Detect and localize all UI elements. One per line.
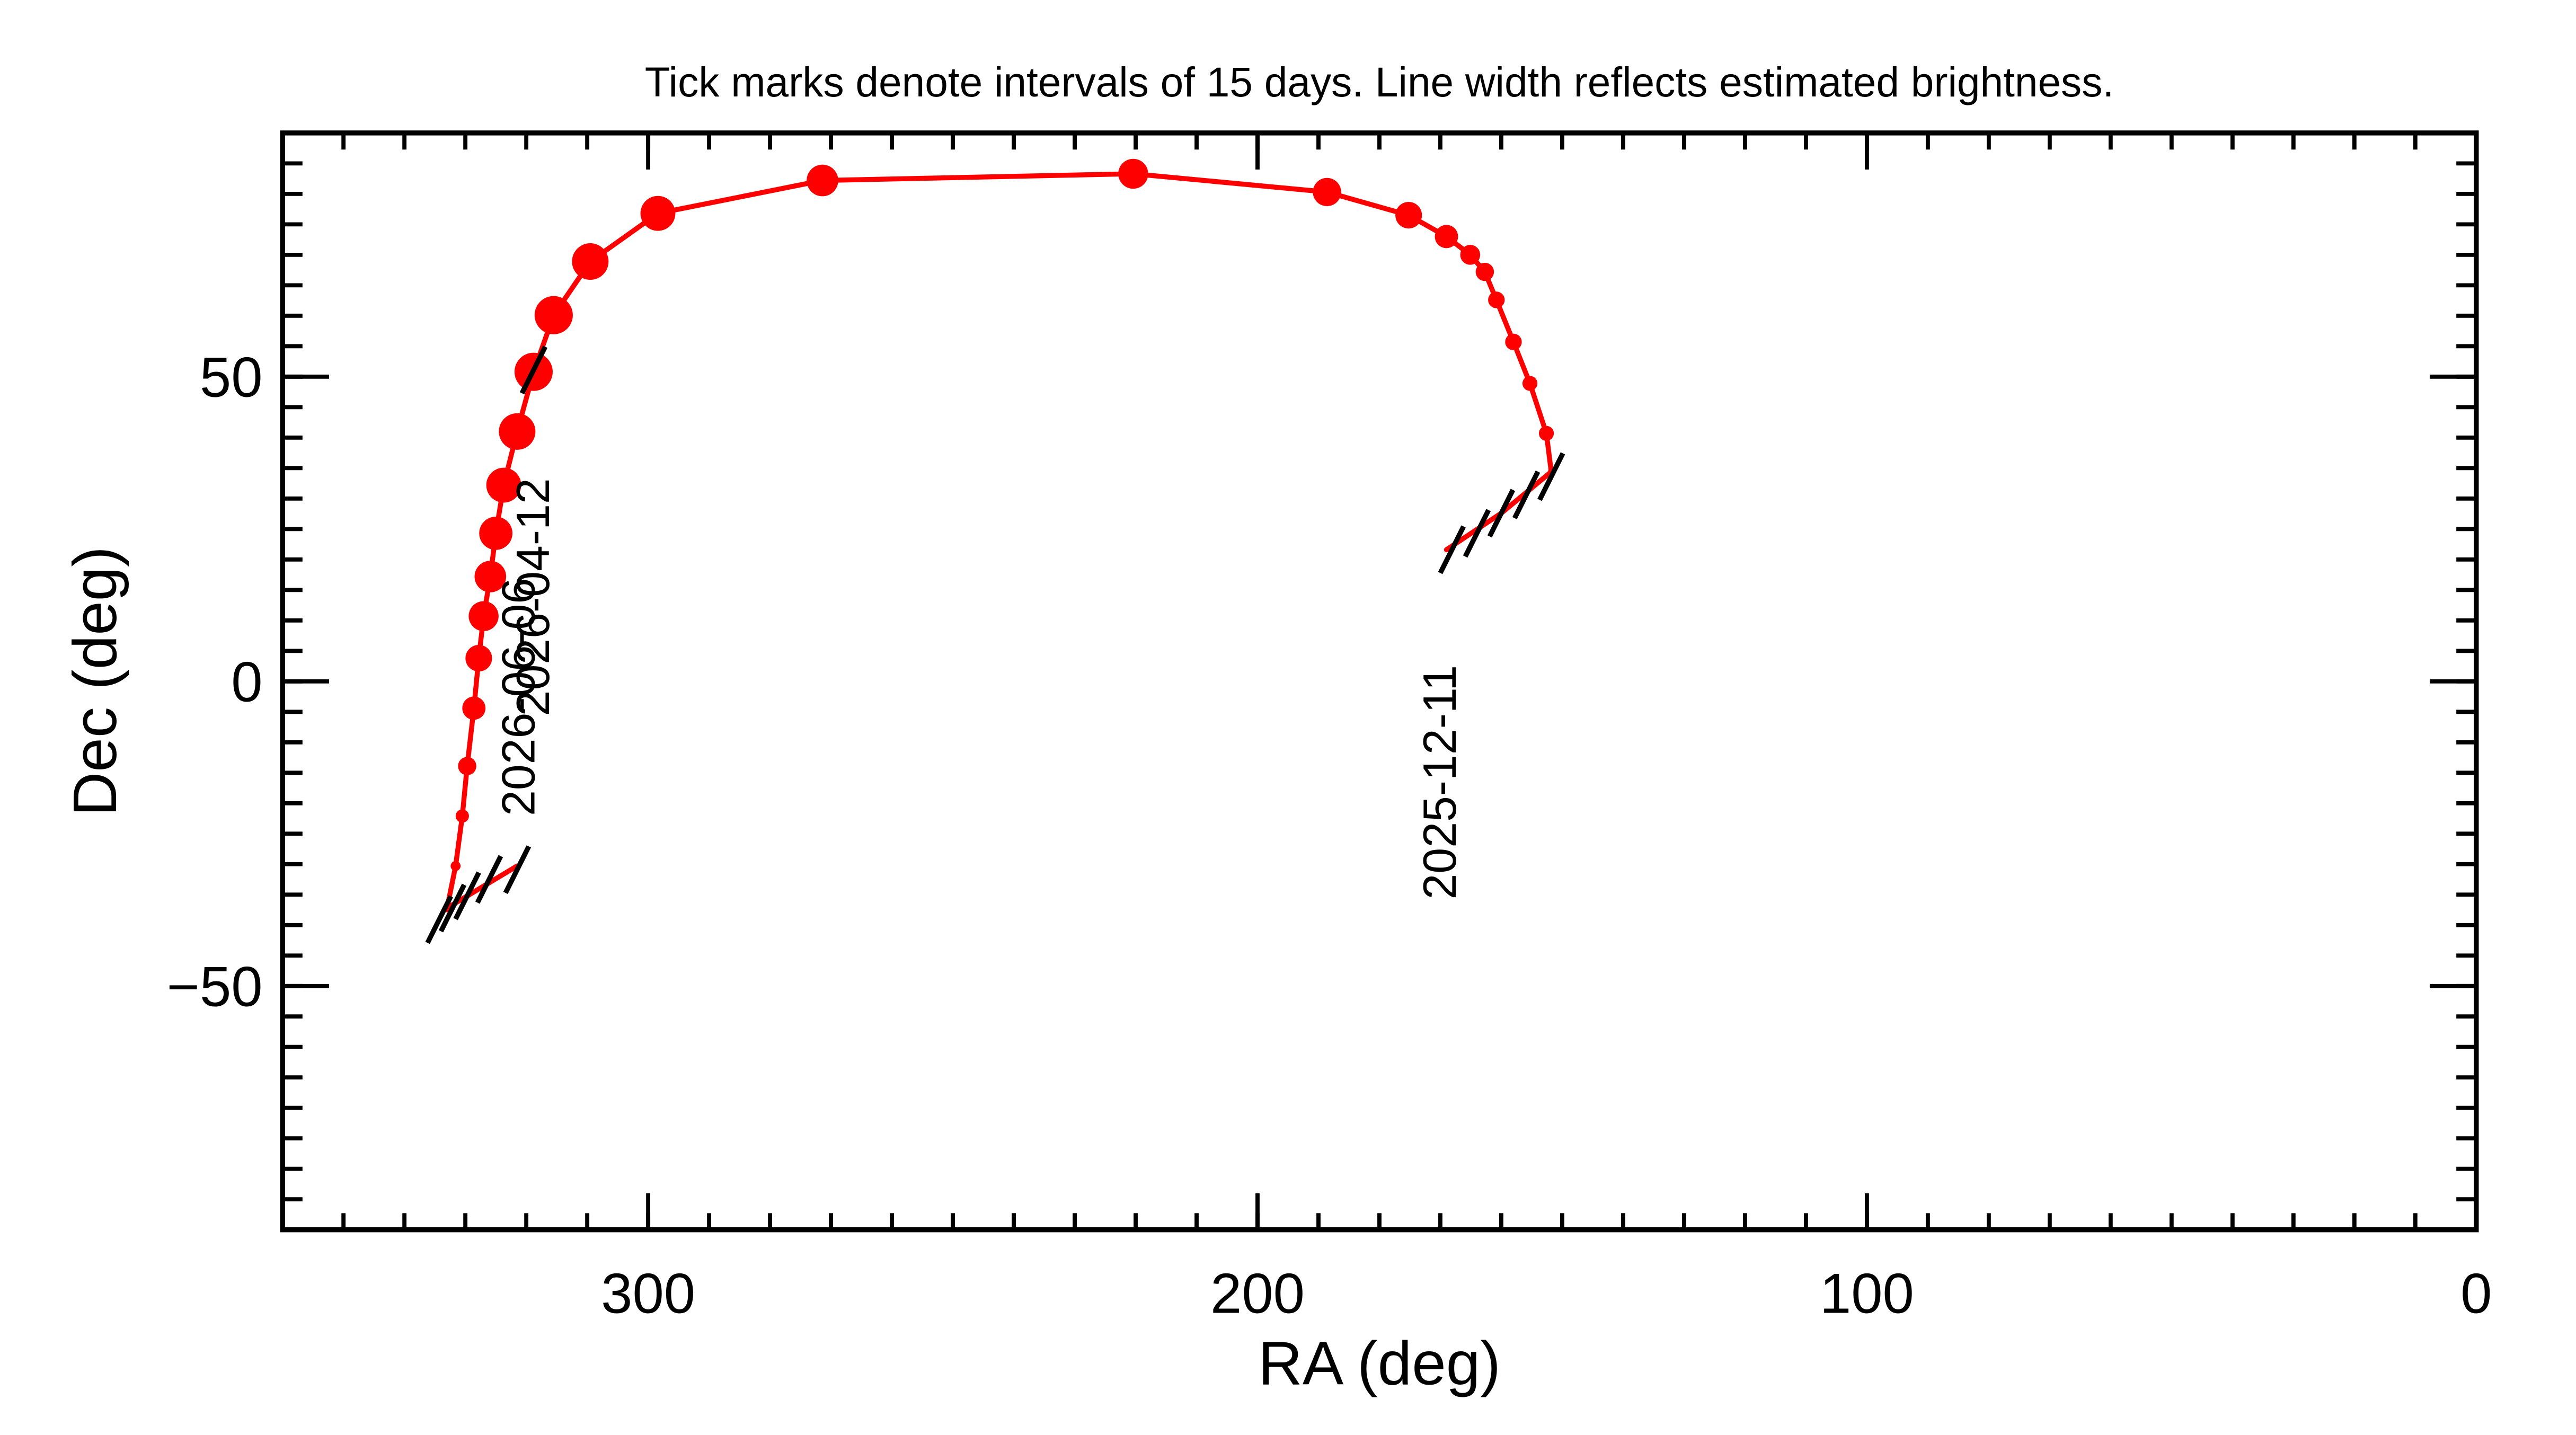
track-point <box>479 517 512 550</box>
track-point <box>1505 333 1522 350</box>
date-tick <box>438 883 467 933</box>
y-tick-label: 0 <box>231 650 262 713</box>
date-annotation: 2026-06-06 <box>492 578 544 816</box>
y-axis-label: Dec (deg) <box>60 546 129 816</box>
date-annotation: 2026-04-12 <box>507 478 559 716</box>
y-tick-label: 50 <box>200 345 263 409</box>
track-point <box>572 243 609 280</box>
date-tick <box>519 346 548 395</box>
track-point <box>534 296 573 334</box>
track-point <box>450 861 461 871</box>
date-annotation: 2025-12-11 <box>1414 665 1466 900</box>
track-point <box>465 645 492 672</box>
track-point <box>1460 245 1481 265</box>
x-tick-label: 300 <box>601 1261 695 1325</box>
track-point <box>455 809 469 823</box>
track-point <box>640 196 676 231</box>
track-point <box>1538 426 1554 441</box>
track-point <box>1395 202 1422 229</box>
date-tick <box>1537 452 1565 501</box>
track-point <box>1435 225 1458 249</box>
y-tick-label: −50 <box>167 954 263 1018</box>
track-point <box>1488 291 1505 308</box>
track-point <box>1313 178 1341 207</box>
x-tick-label: 100 <box>1820 1261 1914 1325</box>
x-tick-label: 0 <box>2460 1261 2492 1325</box>
track-point <box>474 561 507 592</box>
date-tick <box>425 895 453 944</box>
date-tick <box>1463 509 1491 558</box>
track-point <box>468 601 499 631</box>
track-point <box>486 467 521 503</box>
track-point <box>1118 158 1148 189</box>
track-point <box>1444 547 1449 553</box>
date-tick <box>453 871 481 920</box>
track-point <box>499 413 536 450</box>
track-point <box>807 164 838 197</box>
x-axis-label: RA (deg) <box>1258 1328 1501 1397</box>
track-point <box>1475 262 1494 281</box>
date-tick <box>1512 470 1541 519</box>
track-point <box>462 696 486 720</box>
chart-title: Tick marks denote intervals of 15 days. … <box>645 59 2114 105</box>
track-line <box>443 171 1554 914</box>
track-point <box>458 757 476 775</box>
date-tick <box>503 845 532 894</box>
plot-frame <box>280 130 2479 1233</box>
track-point <box>1522 376 1538 391</box>
x-tick-label: 200 <box>1210 1261 1305 1325</box>
date-tick <box>1438 525 1466 574</box>
date-tick <box>1487 489 1516 538</box>
date-tick <box>475 855 503 904</box>
